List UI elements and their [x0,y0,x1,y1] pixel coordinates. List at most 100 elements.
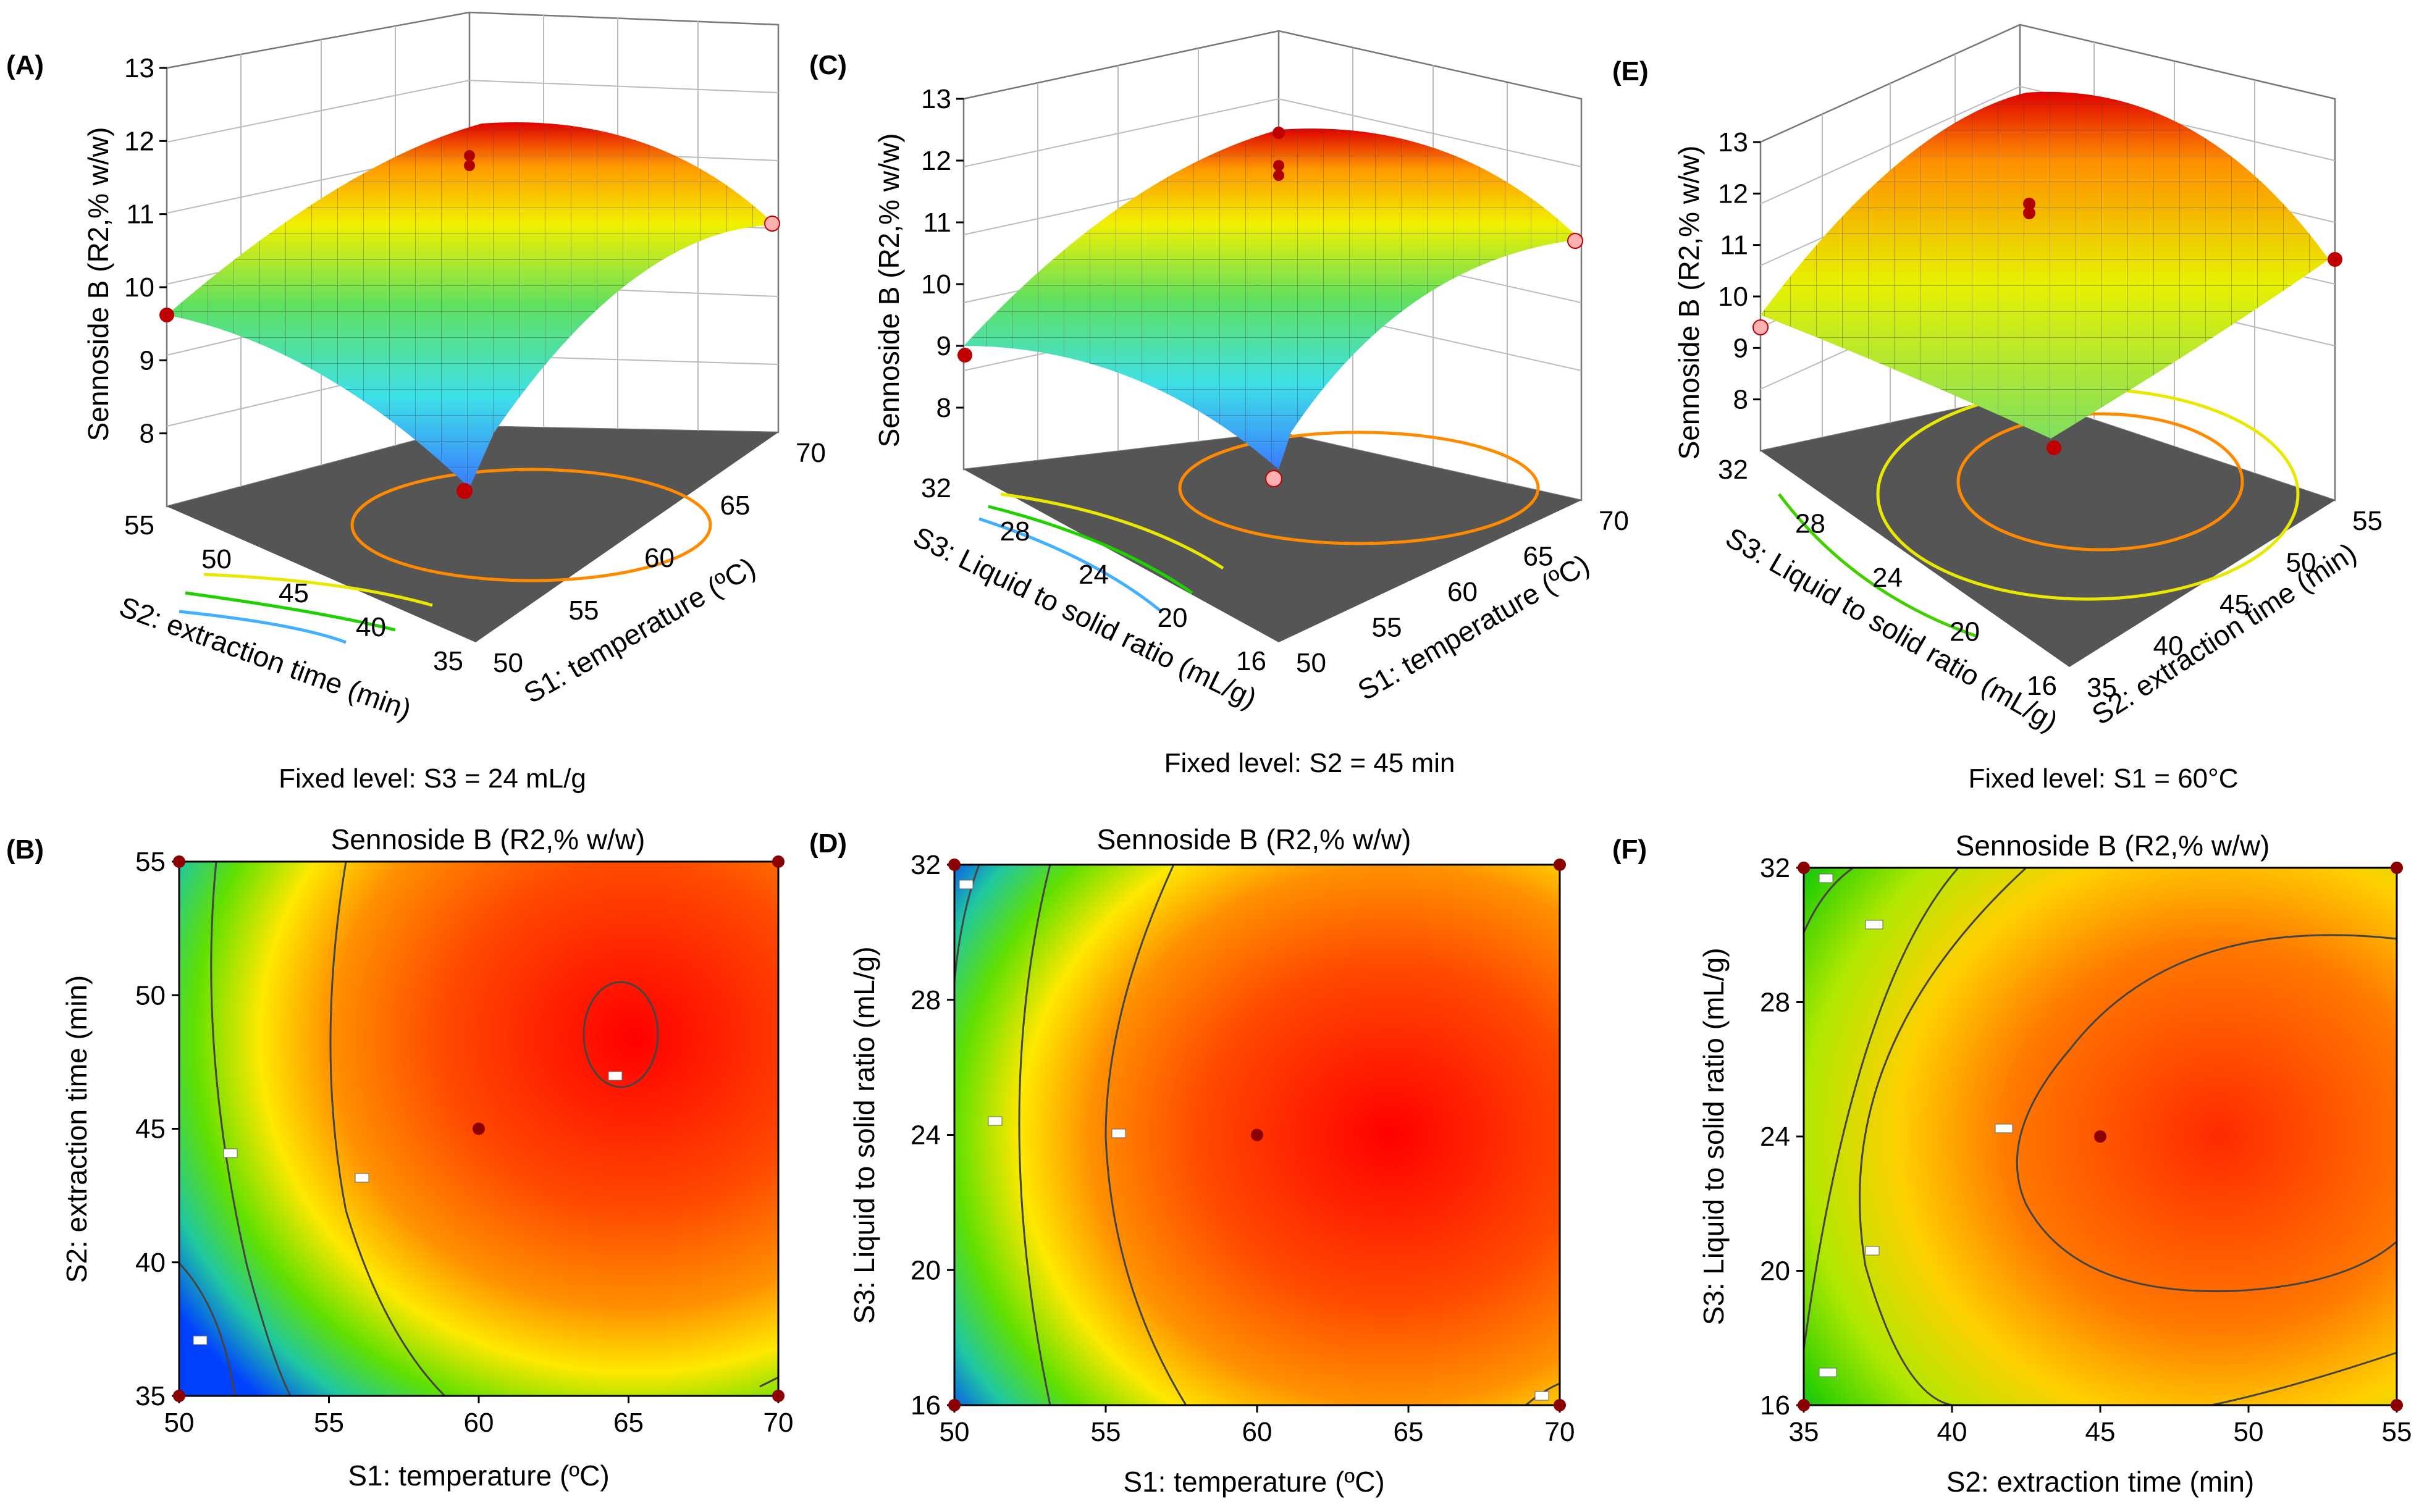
design-point [1273,127,1285,139]
y-tick-label: 45 [135,1114,166,1144]
design-point [1752,319,1769,335]
y-tick-label: 28 [1760,988,1790,1018]
y-tick-label: 50 [201,544,232,574]
y-tick-label: 24 [911,1120,941,1151]
z-tick-label: 12 [921,146,951,176]
z-ticks: 8 9 10 11 12 13 [124,53,167,449]
contour-level-label [1819,1367,1837,1377]
design-points [1798,862,2403,1411]
design-point [2047,440,2061,455]
x-tick-label: 50 [2234,1417,2264,1447]
y-ticks: 35 40 45 50 55 [124,510,463,676]
y-tick-label: 40 [356,612,386,642]
z-tick-label: 13 [921,84,951,114]
x-tick-label: 55 [2382,1417,2412,1447]
y-tick-label: 20 [911,1255,941,1285]
contour-level-label [959,880,974,889]
design-points [159,150,780,499]
x-tick-label: 50 [493,648,523,678]
x-tick-label: 35 [2087,673,2117,703]
y-tick-label: 28 [1000,516,1030,547]
design-point [1798,862,1810,874]
x-ticks: 50 55 60 65 70 [493,438,826,678]
design-point [159,308,174,322]
fixed-level: Fixed level: S2 = 45 min [1164,748,1455,778]
surface-plot-a: (A) Sennoside B (R2,% w/w) 8 9 10 11 12 13 S2… [6,11,826,794]
panel-label: (A) [6,50,44,80]
contour-level-labels [193,1071,623,1345]
x-tick-label: 50 [164,1408,195,1438]
contour-level-label [355,1173,369,1183]
contour-level-label [988,1116,1003,1126]
x-ticks: 35 40 45 50 55 [1789,1405,2412,1447]
x-tick-label: 65 [613,1408,644,1438]
contour-level-label [193,1335,208,1345]
x-axis-title: S1: temperature (ºC) [1123,1466,1384,1498]
z-tick-label: 10 [124,272,154,303]
design-point [2391,1399,2403,1411]
contour-level-labels [1819,873,2013,1377]
x-ticks: 50 55 60 65 70 [164,1396,794,1438]
x-tick-label: 55 [1372,613,1402,643]
contour-lines [178,861,779,1397]
x-tick-label: 55 [569,595,599,626]
z-ticks: 8 9 10 11 12 13 [921,84,964,423]
design-point [1265,470,1282,487]
z-tick-label: 8 [936,393,951,423]
contour-plot-b: (B) Sennoside B (R2,% w/w) 50 55 60 65 70 35… [6,823,793,1492]
x-tick-label: 55 [1091,1417,1121,1447]
contour-level-label [1865,1246,1880,1256]
x-tick-label: 50 [940,1417,970,1447]
x-tick-label: 70 [1599,506,1629,536]
design-point [173,855,185,868]
design-point [1798,1399,1810,1411]
contour-level-label [1534,1391,1549,1401]
z-axis-title: Sennoside B (R2,% w/w) [873,133,905,448]
x-ticks: 50 55 60 65 70 [940,1405,1575,1447]
x-tick-label: 60 [1242,1417,1273,1447]
y-tick-label: 55 [135,847,166,877]
z-tick-label: 8 [1733,385,1748,415]
design-point [1567,233,1583,249]
y-tick-label: 28 [1795,509,1825,539]
base-plane [167,426,778,642]
y-tick-label: 35 [135,1381,166,1411]
chart-title: Sennoside B (R2,% w/w) [331,823,646,855]
z-tick-label: 12 [124,126,154,156]
z-tick-label: 12 [1718,178,1748,209]
y-tick-label: 20 [1760,1256,1790,1287]
y-tick-label: 32 [1760,853,1790,883]
design-point [1554,1399,1566,1411]
y-tick-label: 24 [1872,563,1903,593]
x-axis-title: S1: temperature (ºC) [348,1460,609,1492]
design-point [772,855,785,868]
x-tick-label: 60 [1447,577,1478,607]
x-tick-label: 45 [2219,589,2250,620]
contour-level-label [608,1071,623,1081]
y-tick-label: 20 [1158,603,1188,633]
design-point [2023,198,2035,210]
contour-lines [1803,867,2397,1406]
y-tick-label: 40 [135,1248,166,1278]
design-point [2391,862,2403,874]
design-point [464,150,475,161]
z-tick-label: 11 [1720,230,1748,261]
y-tick-label: 32 [921,473,951,503]
z-tick-label: 9 [1733,333,1748,363]
design-points [173,855,785,1402]
x-tick-label: 65 [1394,1417,1424,1447]
y-tick-label: 16 [1236,646,1266,676]
x-tick-label: 70 [764,1408,794,1438]
panel-label: (D) [809,828,847,859]
y-tick-label: 16 [1760,1390,1790,1421]
y-tick-label: 16 [2027,671,2057,701]
contour-level-label [1111,1128,1126,1138]
y-axis-title: S3: Liquid to solid ratio (mL/g) [848,946,880,1324]
design-point [173,1390,185,1402]
design-point [2328,252,2342,267]
z-axis-title: Sennoside B (R2,% w/w) [1673,146,1705,460]
z-tick-label: 8 [140,419,154,449]
x-tick-label: 50 [2286,548,2316,578]
